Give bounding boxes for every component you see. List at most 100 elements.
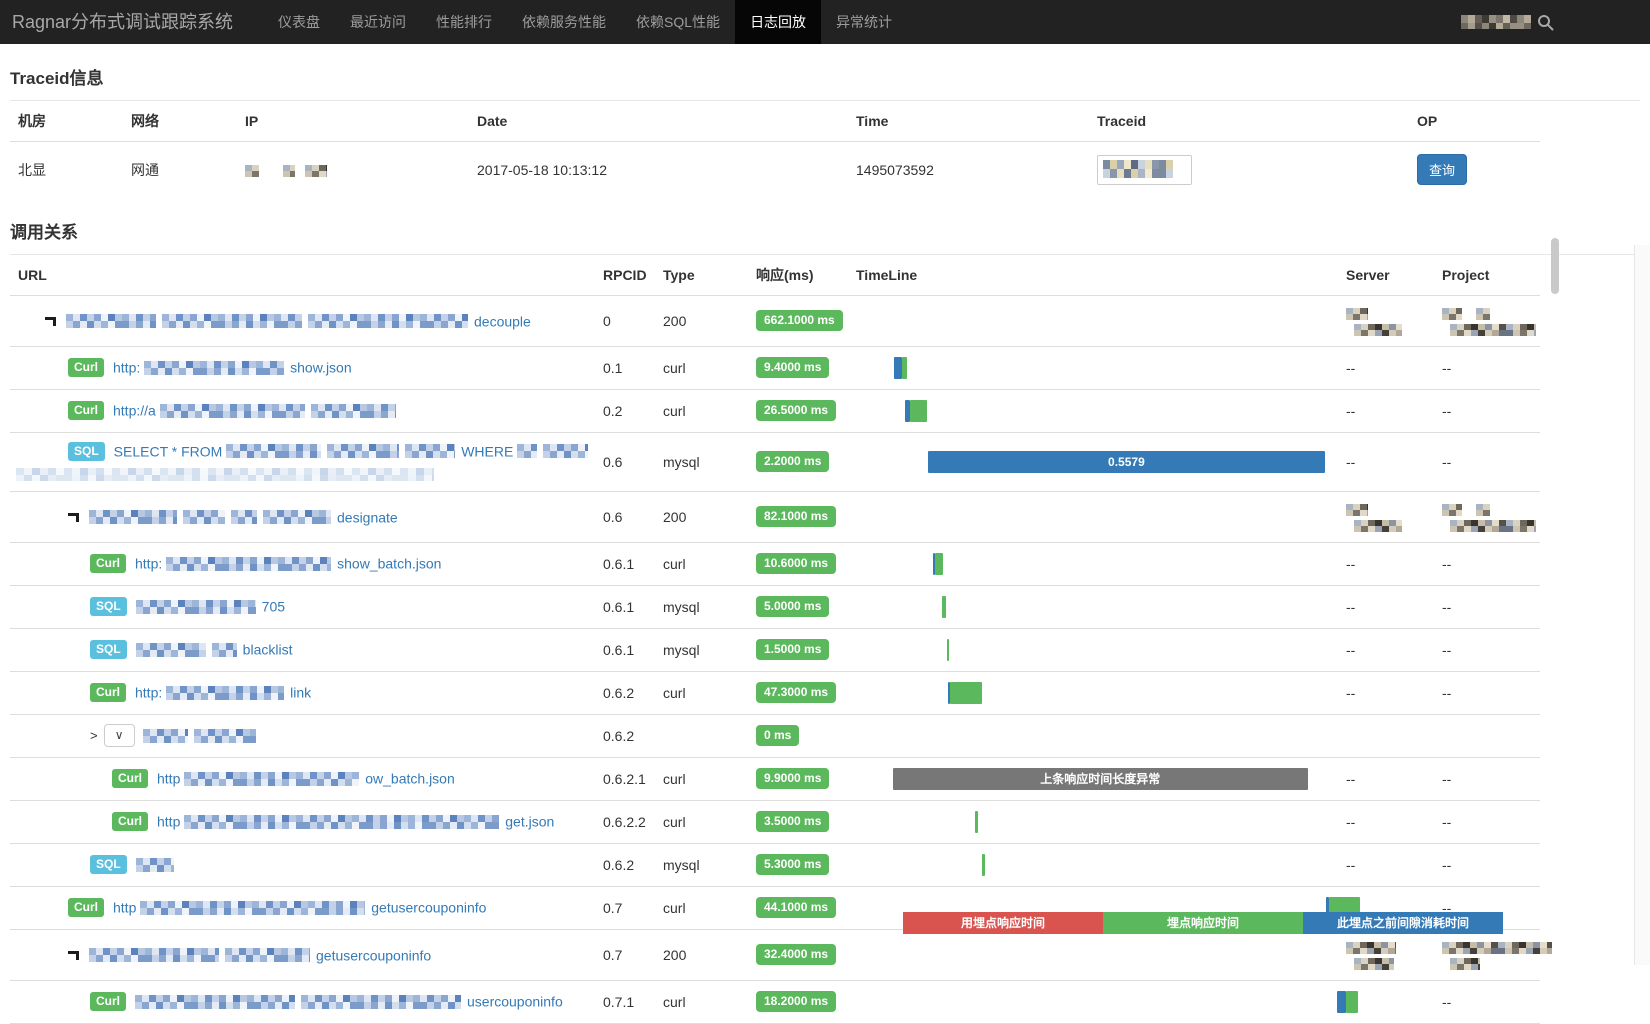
rpcid-cell: 0.6.2 [603,727,635,744]
url-line: > ∨ [18,724,587,747]
url-link-fragment[interactable]: designate [337,509,398,526]
call-row: Curl http://a 0.2 curl 26.5000 ms -- -- [10,389,1540,432]
query-button[interactable]: 查询 [1417,154,1468,186]
curl-badge: Curl [68,358,104,377]
timeline-cell [848,800,1338,843]
redacted-url [166,556,332,571]
call-row: SQL 0.6.2 mysql 5.3000 ms -- -- [10,843,1540,886]
url-cell: SQL 705 [10,585,595,628]
timeline-track [890,552,1360,576]
url-link-fragment[interactable]: http: [135,684,163,701]
chevron-down-button[interactable]: ∨ [103,724,135,747]
table-scrollbar-thumb[interactable] [1551,238,1559,294]
project-cell: -- [1434,886,1540,929]
url-line: getusercouponinfo [18,946,587,963]
url-link-fragment[interactable]: show_batch.json [337,555,442,572]
app-title: Ragnar分布式调试跟踪系统 [12,12,234,32]
traceid-input[interactable] [1097,154,1192,185]
nav-link[interactable]: 异常统计 [836,14,893,30]
redacted-traceid [1103,159,1173,179]
timeline-bar-gray: 上条响应时间长度异常 [892,767,1308,790]
redacted-url [135,857,174,872]
redacted-url [166,685,285,700]
redacted-sql [16,468,434,482]
url-cell: SQL [10,843,595,886]
call-row: Curl http: show.json 0.1 curl 9.4000 ms -- -- [10,346,1540,389]
response-badge: 9.4000 ms [756,357,830,378]
response-badge: 10.6000 ms [756,553,837,574]
url-cell: SQL SELECT * FROM WHERE [10,432,595,491]
nav-link[interactable]: 最近访问 [350,14,407,30]
url-link-fragment[interactable]: WHERE [461,443,514,459]
timeline-track [890,724,1360,748]
url-cell: > ∨ [10,714,595,757]
redacted-url [225,948,310,963]
search-icon[interactable] [1537,14,1554,31]
type-cell: mysql [663,856,700,873]
response-badge: 5.3000 ms [756,854,830,875]
url-link-fragment[interactable]: http: [113,359,141,376]
url-link-fragment[interactable]: ow_batch.json [365,770,455,787]
redacted-url [144,360,285,375]
url-link-fragment[interactable]: http [113,899,137,916]
url-link-fragment[interactable]: http [157,770,181,787]
nav-link[interactable]: 日志回放 [735,0,822,44]
call-row: SQL SELECT * FROM WHERE 0.6 mysql 2.2000 ms… [10,432,1540,491]
curl-badge: Curl [90,992,126,1011]
col-date: Date [477,113,508,129]
rpcid-cell: 0.6.1 [603,641,635,658]
curl-badge: Curl [68,401,104,420]
url-link-fragment[interactable]: SELECT * FROM [113,443,223,459]
nav-link[interactable]: 性能排行 [436,14,493,30]
page-scrollbar[interactable] [1634,245,1650,965]
url-link-fragment[interactable]: http://a [113,402,156,419]
server-cell: -- [1338,585,1434,628]
response-badge: 662.1000 ms [756,310,843,331]
type-cell [655,714,748,757]
timeline-bar-green [946,638,949,661]
url-link-fragment[interactable]: http [157,813,181,830]
server-cell: -- [1338,757,1434,800]
url-link-fragment[interactable]: decouple [474,313,531,330]
nav-link[interactable]: 依赖SQL性能 [636,14,721,30]
curl-badge: Curl [90,554,126,573]
call-row: designate 0.6 200 82.1000 ms [10,491,1540,542]
timeline-track [890,943,1360,967]
url-link-fragment[interactable]: http: [135,555,163,572]
sql-badge: SQL [68,441,105,461]
expand-gt: > [90,728,98,743]
redacted-url [66,314,156,329]
traceid-header-row: 机房 网络 IP Date Time Traceid OP [10,101,1540,142]
url-link-fragment[interactable]: usercouponinfo [467,993,563,1010]
time-value: 1495073592 [856,161,934,178]
url-link-fragment[interactable]: show.json [290,359,352,376]
url-cell: Curl http getusercouponinfo [10,886,595,929]
type-cell: curl [663,899,686,916]
rpcid-cell: 0.6.2 [603,856,635,873]
url-line: Curl http: show.json [18,358,587,377]
url-link-fragment[interactable]: get.json [505,813,555,830]
response-badge: 82.1000 ms [756,506,837,527]
url-link-fragment[interactable]: getusercouponinfo [316,947,432,964]
url-link-fragment[interactable]: 705 [261,598,286,615]
project-value: -- [1442,684,1452,701]
redacted-username [1461,15,1531,29]
ip-value [237,142,469,198]
nav-link[interactable]: 仪表盘 [278,14,321,30]
url-link-fragment[interactable]: blacklist [242,641,293,658]
call-row: SQL blacklist 0.6.1 mysql 1.5000 ms -- -- [10,628,1540,671]
calls-header-row: URL RPCID Type 响应(ms) TimeLine Server Pr… [10,255,1540,295]
server-cell [1338,491,1434,542]
server-cell: -- [1338,346,1434,389]
timeline-track: 上条响应时间长度异常 [890,767,1360,791]
date-value: 2017-05-18 10:13:12 [477,161,607,178]
op-cell: 查询 [1409,142,1540,198]
nav-link[interactable]: 依赖服务性能 [522,14,607,30]
navbar-right [1461,0,1554,44]
col-type: Type [663,266,695,283]
nav-item-6: 异常统计 [821,0,907,44]
url-link-fragment[interactable]: link [290,684,312,701]
tree-node-icon [68,512,79,523]
url-link-fragment[interactable]: getusercouponinfo [371,899,487,916]
col-project: Project [1442,266,1490,283]
